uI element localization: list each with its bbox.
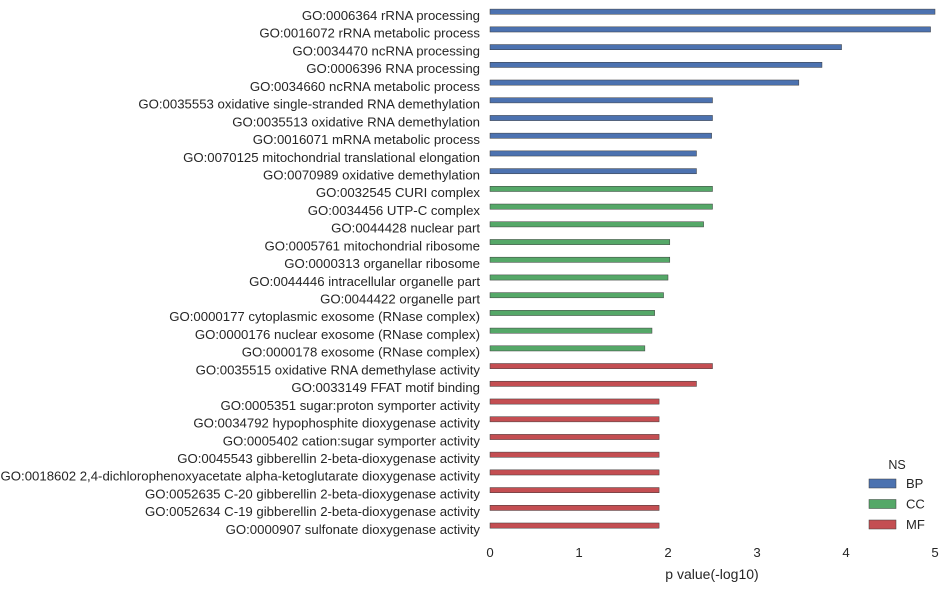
category-label: GO:0052635 C-20 gibberellin 2-beta-dioxy… [145, 486, 480, 501]
legend-swatch [868, 499, 897, 509]
bar [489, 345, 646, 352]
category-label: GO:0034456 UTP-C complex [308, 203, 481, 218]
category-label: GO:0006396 RNA processing [306, 61, 480, 76]
legend-label: CC [906, 497, 925, 512]
bar [489, 97, 713, 104]
bar [489, 62, 823, 68]
bar [489, 203, 713, 210]
x-tick-labels: 0 1 2 3 4 5 [486, 545, 938, 560]
legend-label: MF [906, 517, 925, 532]
legend-title: NS [888, 458, 905, 472]
bar [489, 150, 697, 157]
bar [489, 132, 712, 139]
category-label: GO:0005761 mitochondrial ribosome [264, 238, 480, 253]
category-labels: GO:0006364 rRNA processing GO:0016072 rRN… [1, 8, 481, 537]
bar [489, 8, 936, 15]
category-label: GO:0000177 cytoplasmic exosome (RNase co… [169, 309, 480, 324]
bar [489, 327, 653, 334]
bar [489, 505, 660, 511]
x-tick-label: 4 [842, 545, 849, 560]
bar [489, 186, 713, 192]
bar [489, 416, 660, 423]
category-label: GO:0052634 C-19 gibberellin 2-beta-dioxy… [145, 504, 480, 519]
bar [489, 487, 660, 493]
x-tick-label: 0 [486, 545, 493, 560]
x-tick-label: 2 [664, 545, 671, 560]
category-label: GO:0016072 rRNA metabolic process [259, 26, 480, 41]
category-label: GO:0034660 ncRNA metabolic process [250, 79, 481, 94]
category-label: GO:0044446 intracellular organelle part [249, 274, 480, 289]
legend-swatch [868, 519, 897, 530]
category-label: GO:0018602 2,4-dichlorophenoxyacetate al… [1, 469, 481, 484]
category-label: GO:0032545 CURI complex [316, 185, 481, 200]
category-label: GO:0000176 nuclear exosome (RNase comple… [195, 327, 480, 342]
legend: NS BP CC MF [868, 458, 925, 532]
bar [489, 398, 660, 405]
bar [489, 274, 669, 281]
x-tick-label: 5 [931, 545, 938, 560]
category-label: GO:0070989 oxidative demethylation [263, 167, 480, 182]
category-label: GO:0044422 organelle part [320, 292, 480, 307]
category-label: GO:0005351 sugar:proton symporter activi… [221, 398, 481, 413]
category-label: GO:0000313 organellar ribosome [284, 256, 480, 271]
x-tick-label: 1 [575, 545, 582, 560]
x-tick-label: 3 [753, 545, 760, 560]
bar [489, 363, 713, 369]
bar [489, 522, 660, 529]
bar [489, 221, 704, 228]
bar [489, 239, 671, 245]
category-label: GO:0000178 exosome (RNase complex) [242, 345, 480, 360]
bar [489, 451, 660, 458]
category-label: GO:0035513 oxidative RNA demethylation [232, 114, 480, 129]
category-label: GO:0044428 nuclear part [331, 221, 480, 236]
bar [489, 434, 660, 440]
bar [489, 115, 713, 121]
category-label: GO:0033149 FFAT motif binding [291, 380, 480, 395]
category-label: GO:0034470 ncRNA processing [292, 43, 480, 58]
bar [489, 292, 664, 299]
bar [489, 26, 931, 33]
bar [489, 256, 671, 263]
category-label: GO:0006364 rRNA processing [302, 8, 480, 23]
category-label: GO:0034792 hypophosphite dioxygenase act… [193, 416, 480, 431]
legend-label: BP [906, 476, 923, 491]
bar [489, 44, 842, 50]
bar [489, 79, 800, 86]
category-label: GO:0000907 sulfonate dioxygenase activit… [226, 522, 481, 537]
category-label: GO:0035553 oxidative single-stranded RNA… [138, 97, 480, 112]
category-label: GO:0005402 cation:sugar symporter activi… [223, 433, 481, 448]
bars-layer [489, 8, 936, 529]
bar [489, 168, 697, 175]
legend-swatch [868, 478, 897, 489]
bar [489, 469, 660, 476]
bar [489, 310, 655, 316]
category-label: GO:0016071 mRNA metabolic process [253, 132, 481, 147]
bar [489, 380, 697, 387]
category-label: GO:0070125 mitochondrial translational e… [183, 150, 480, 165]
legend-items: BP CC MF [868, 476, 925, 532]
category-label: GO:0045543 gibberellin 2-beta-dioxygenas… [177, 451, 480, 466]
x-axis-title: p value(-log10) [665, 566, 758, 582]
category-label: GO:0035515 oxidative RNA demethylase act… [196, 362, 481, 377]
